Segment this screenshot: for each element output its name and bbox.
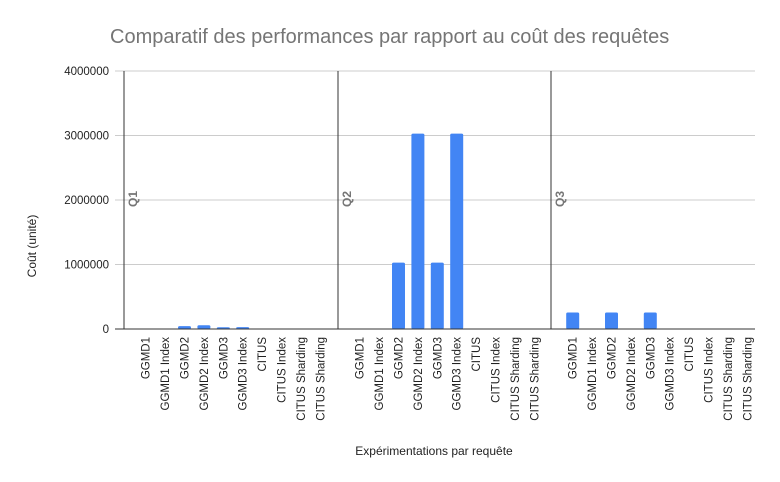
y-tick-label: 1000000 — [64, 260, 109, 272]
x-tick-label: CITUS Index — [491, 337, 503, 403]
x-tick-label: CITUS Index — [277, 337, 289, 403]
x-tick-label: GGMD3 — [432, 337, 444, 379]
x-tick-label: CITUS — [684, 337, 696, 372]
x-tick-label: GGMD2 — [607, 337, 619, 379]
x-tick-label: CITUS — [471, 337, 483, 372]
bar — [643, 312, 657, 329]
bar — [566, 312, 580, 329]
x-tick-label: GGMD2 Index — [199, 337, 211, 411]
bars — [178, 133, 657, 329]
bar — [430, 262, 444, 329]
x-tick-label: GGMD3 — [645, 337, 657, 379]
x-tick-label: GGMD2 Index — [413, 337, 425, 411]
x-tick-label: CITUS Sharding — [723, 337, 735, 421]
bar — [450, 133, 464, 329]
group-label: Q3 — [553, 191, 567, 207]
chart-title: Comparatif des performances par rapport … — [110, 26, 669, 48]
x-axis-ticks: GGMD1 GGMD1 Index GGMD2 GGMD2 Index GGMD3 GGM… — [141, 337, 755, 421]
x-tick-label: GGMD1 — [568, 337, 580, 379]
x-tick-label: CITUS Sharding — [742, 337, 754, 421]
y-tick-label: 4000000 — [64, 66, 109, 78]
x-tick-label: GGMD2 — [180, 337, 192, 379]
x-tick-label: CITUS Sharding — [296, 337, 308, 421]
gridlines — [115, 70, 755, 265]
group-label: Q1 — [126, 191, 140, 207]
x-tick-label: GGMD1 — [355, 337, 367, 379]
x-tick-label: GGMD2 Index — [626, 337, 638, 411]
x-tick-label: CITUS Sharding — [510, 337, 522, 421]
x-tick-label: GGMD3 Index — [452, 337, 464, 411]
bar — [392, 262, 405, 329]
y-tick-label: 3000000 — [64, 131, 109, 143]
group-dividers — [123, 71, 552, 329]
group-label: Q2 — [340, 191, 354, 207]
x-tick-label: CITUS Index — [704, 337, 716, 403]
y-axis-ticks: 0 1000000 2000000 3000000 4000000 — [64, 66, 109, 336]
bar — [605, 312, 618, 329]
x-tick-label: CITUS — [257, 337, 269, 372]
y-tick-label: 0 — [103, 324, 109, 336]
x-tick-label: GGMD2 — [394, 337, 406, 379]
y-tick-label: 2000000 — [64, 195, 109, 207]
x-tick-label: GGMD3 Index — [238, 337, 250, 411]
x-tick-label: GGMD1 — [141, 337, 153, 379]
group-labels: Q1 Q2 Q3 — [126, 191, 567, 207]
x-tick-label: GGMD1 Index — [160, 337, 172, 411]
bar — [197, 325, 211, 329]
x-tick-label: GGMD1 Index — [374, 337, 386, 411]
bar — [178, 326, 191, 329]
x-tick-label: GGMD3 — [218, 337, 230, 379]
x-axis-title: Expérimentations par requête — [355, 444, 513, 458]
y-axis-title: Coût (unité) — [25, 215, 39, 278]
x-tick-label: GGMD1 Index — [587, 337, 599, 411]
bar — [411, 133, 425, 329]
x-tick-label: CITUS Sharding — [529, 337, 541, 421]
x-tick-label: CITUS Sharding — [315, 337, 327, 421]
x-tick-label: GGMD3 Index — [665, 337, 677, 411]
